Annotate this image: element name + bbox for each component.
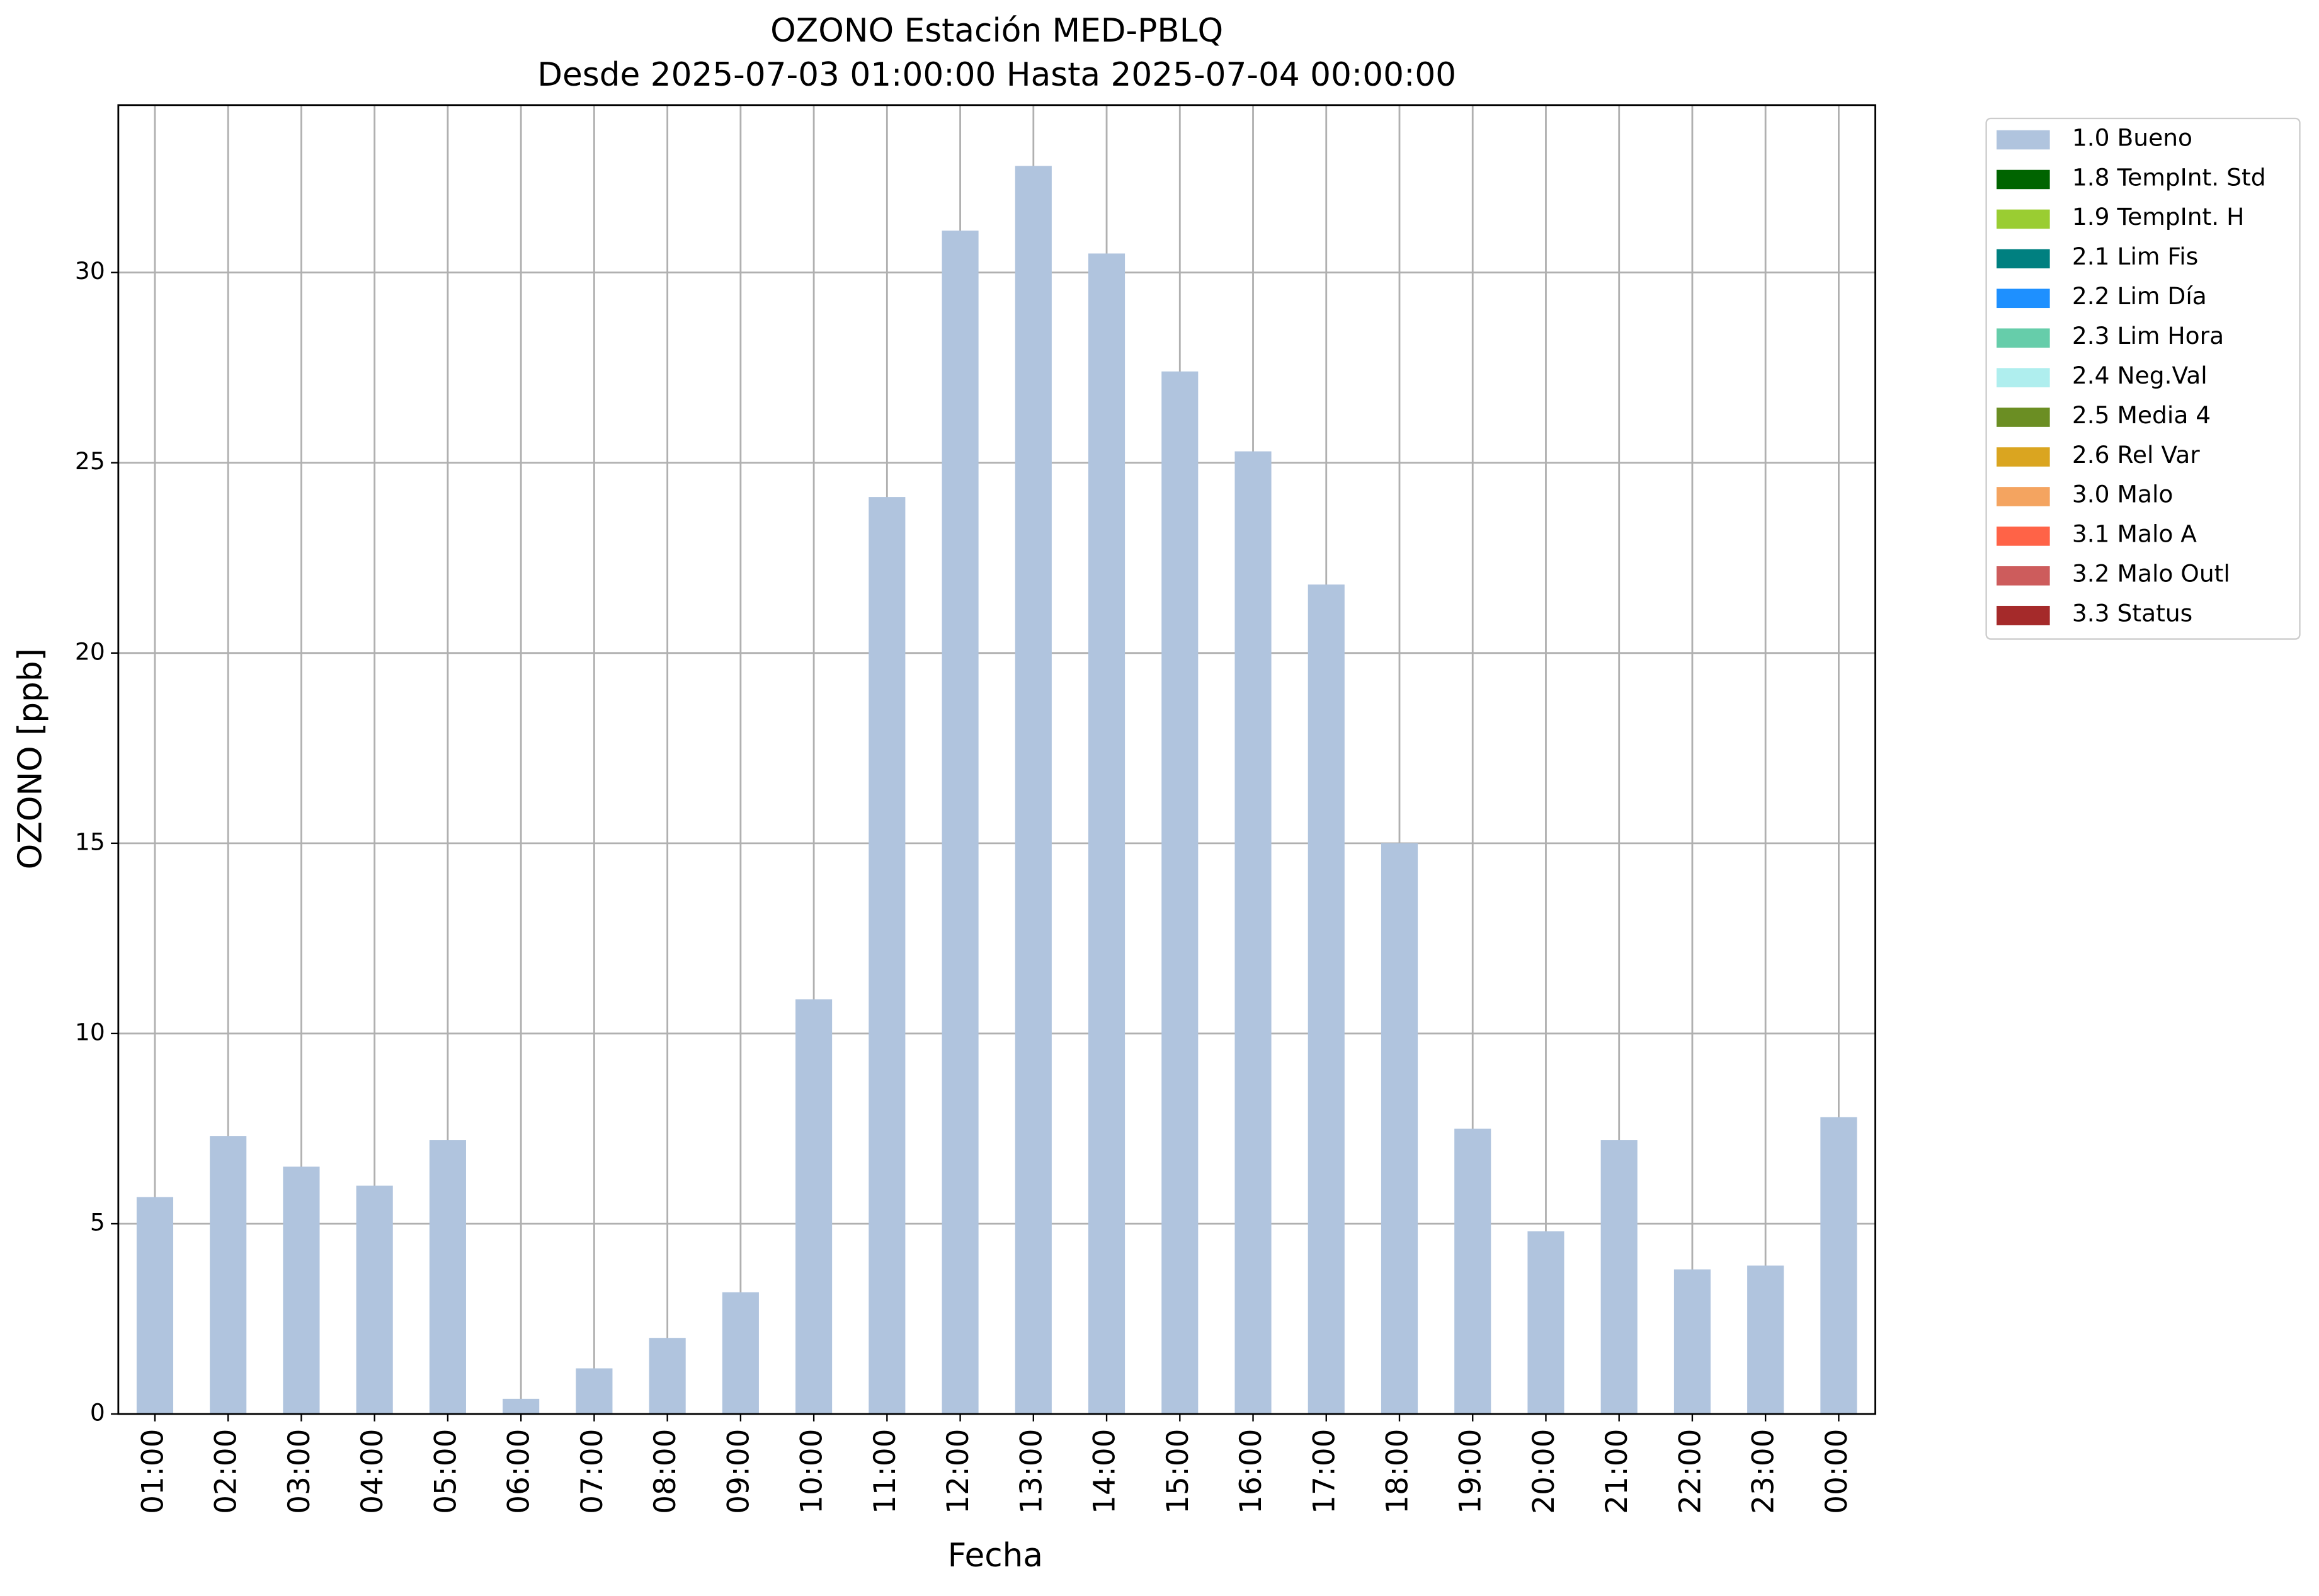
bar — [1015, 166, 1052, 1415]
x-tick-label: 16:00 — [1234, 1429, 1268, 1514]
bar — [1161, 371, 1199, 1415]
bar — [1381, 843, 1418, 1415]
x-tick-label: 09:00 — [721, 1429, 756, 1514]
bar — [1088, 253, 1125, 1415]
x-tick-label: 18:00 — [1380, 1429, 1415, 1514]
y-tick-label: 0 — [90, 1399, 105, 1427]
x-tick-label: 15:00 — [1161, 1429, 1195, 1514]
legend-label: 3.2 Malo Outl — [2072, 560, 2230, 588]
x-tick-label: 05:00 — [428, 1429, 463, 1514]
legend-label: 2.1 Lim Fis — [2072, 242, 2198, 270]
x-tick-label: 11:00 — [868, 1429, 903, 1514]
legend-label: 2.6 Rel Var — [2072, 441, 2200, 469]
legend-swatch — [1997, 328, 2050, 348]
x-tick-label: 04:00 — [355, 1429, 390, 1514]
legend-swatch — [1997, 288, 2050, 309]
x-tick-label: 07:00 — [575, 1429, 610, 1514]
y-tick-label: 20 — [75, 637, 105, 665]
legend-swatch — [1997, 368, 2050, 387]
legend-swatch — [1997, 605, 2050, 625]
legend-swatch — [1997, 447, 2050, 467]
bar — [210, 1136, 247, 1415]
x-tick-label: 20:00 — [1527, 1429, 1561, 1514]
x-tick-label: 06:00 — [502, 1429, 537, 1514]
legend-label: 2.3 Lim Hora — [2072, 322, 2224, 350]
legend-swatch — [1997, 249, 2050, 269]
bar — [503, 1398, 540, 1415]
y-tick-label: 5 — [90, 1208, 105, 1236]
chart-title: OZONO Estación MED-PBLQ — [770, 12, 1223, 50]
y-tick-label: 30 — [75, 257, 105, 285]
legend-label: 2.5 Media 4 — [2072, 401, 2211, 429]
legend-label: 3.3 Status — [2072, 600, 2192, 627]
x-tick-label: 12:00 — [941, 1429, 976, 1514]
x-tick-label: 01:00 — [135, 1429, 170, 1514]
legend-label: 2.4 Neg.Val — [2072, 362, 2208, 389]
x-tick-label: 02:00 — [209, 1429, 244, 1514]
bar — [283, 1166, 320, 1415]
bar — [1308, 584, 1345, 1415]
x-tick-label: 22:00 — [1673, 1429, 1707, 1514]
legend-swatch — [1997, 209, 2050, 229]
x-tick-label: 10:00 — [795, 1429, 829, 1514]
legend-swatch — [1997, 527, 2050, 546]
y-axis-label: OZONO [ppb] — [12, 648, 50, 869]
bar — [136, 1197, 174, 1415]
bar — [429, 1140, 466, 1415]
bar — [869, 497, 906, 1415]
legend-swatch — [1997, 487, 2050, 506]
x-tick-label: 13:00 — [1014, 1429, 1049, 1514]
bar — [1673, 1269, 1711, 1415]
bars — [136, 166, 1857, 1415]
bar — [576, 1368, 613, 1415]
x-tick-label: 19:00 — [1454, 1429, 1488, 1514]
x-tick-label: 08:00 — [648, 1429, 683, 1514]
bar — [1234, 451, 1272, 1415]
legend-swatch — [1997, 408, 2050, 427]
legend: 1.0 Bueno 1.8 TempInt. Std 1.9 TempInt. H 2… — [1985, 117, 2301, 640]
legend-label: 2.2 Lim Día — [2072, 282, 2207, 310]
legend-frame — [1985, 117, 2301, 640]
bar — [722, 1292, 759, 1415]
legend-swatch — [1997, 169, 2050, 190]
x-tick-label: 21:00 — [1600, 1429, 1634, 1514]
bar — [795, 999, 833, 1415]
chart-subtitle: Desde 2025-07-03 01:00:00 Hasta 2025-07-… — [537, 56, 1456, 94]
bar — [649, 1338, 686, 1415]
y-tick-label: 10 — [75, 1018, 105, 1046]
legend-label: 1.8 TempInt. Std — [2072, 163, 2266, 191]
legend-swatch — [1997, 566, 2050, 586]
bar — [942, 231, 979, 1415]
x-tick-label: 03:00 — [282, 1429, 317, 1514]
bar — [1527, 1231, 1564, 1415]
bar — [1747, 1265, 1784, 1415]
bar — [1820, 1117, 1857, 1415]
x-axis-label: Fecha — [948, 1537, 1043, 1575]
bar — [1600, 1140, 1638, 1415]
legend-label: 1.9 TempInt. H — [2072, 203, 2245, 231]
plot-frame — [117, 104, 1876, 1415]
x-tick-label: 00:00 — [1820, 1429, 1854, 1514]
legend-swatch — [1997, 130, 2050, 150]
x-tick-label: 14:00 — [1088, 1429, 1122, 1514]
legend-label: 3.1 Malo A — [2072, 520, 2197, 548]
y-tick-label: 25 — [75, 447, 105, 475]
legend-label: 1.0 Bueno — [2072, 123, 2192, 151]
bar — [1454, 1128, 1491, 1415]
y-tick-label: 15 — [75, 828, 105, 855]
x-tick-label: 17:00 — [1307, 1429, 1342, 1514]
legend-label: 3.0 Malo — [2072, 481, 2174, 508]
axes: 0 5 10 15 20 25 30 01:00 02:00 03:00 04:00 05:00 06:… — [75, 257, 1854, 1514]
bar — [356, 1185, 393, 1415]
x-tick-label: 23:00 — [1746, 1429, 1781, 1514]
